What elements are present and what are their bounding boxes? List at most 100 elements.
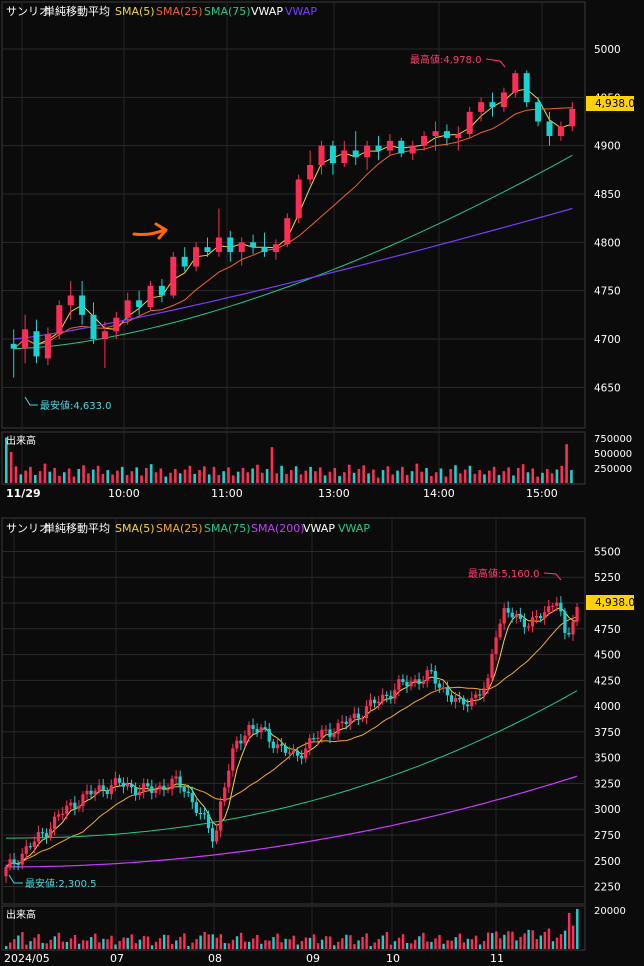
daily-volume-bar — [138, 939, 142, 949]
intraday-volume-bar — [425, 467, 428, 483]
intraday-volume-bar — [483, 474, 486, 483]
intraday-volume-bar — [347, 464, 351, 483]
daily-volume-bar — [219, 934, 223, 949]
daily-volume-tick: 20000 — [594, 906, 626, 917]
daily-volume-bar — [381, 935, 385, 949]
intraday-candle — [557, 126, 564, 136]
intraday-volume-bar — [106, 470, 110, 483]
daily-candle — [247, 725, 251, 736]
daily-volume-bar — [142, 936, 146, 949]
daily-candle — [526, 626, 531, 628]
intraday-volume-bar — [140, 475, 143, 483]
intraday-legend-vwap-white: VWAP — [251, 5, 283, 18]
daily-sma25-line — [5, 616, 578, 868]
intraday-volume-bar — [376, 477, 380, 483]
daily-candle — [514, 614, 518, 618]
daily-candle — [190, 792, 194, 803]
daily-candle — [563, 611, 567, 633]
daily-volume-bar — [446, 940, 449, 949]
daily-candle — [352, 713, 356, 719]
daily-candle — [186, 791, 190, 793]
intraday-candle — [272, 244, 279, 252]
daily-volume-bar — [393, 941, 397, 949]
intraday-volume-bar — [352, 472, 356, 483]
daily-volume-bar — [90, 937, 93, 949]
intraday-volume-tick: 250000 — [594, 464, 632, 475]
daily-volume-bar — [499, 938, 502, 949]
daily-candle — [178, 776, 182, 788]
daily-volume-bar — [276, 933, 279, 949]
intraday-price-tick: 4700 — [594, 334, 621, 346]
intraday-volume-bar — [507, 467, 510, 483]
daily-legend-sma200: SMA(200) — [251, 522, 305, 535]
daily-volume-bar — [49, 939, 52, 949]
intraday-candle — [512, 73, 519, 93]
intraday-volume-bar — [333, 467, 337, 483]
intraday-volume-bar — [188, 465, 192, 483]
daily-candle — [146, 783, 150, 787]
intraday-volume-bar — [328, 471, 332, 483]
daily-candle — [259, 727, 263, 733]
daily-volume-bar — [527, 929, 530, 949]
intraday-low-label: 最安値:4,633.0 — [40, 399, 112, 412]
intraday-price-tick: 4850 — [594, 189, 621, 201]
daily-volume-bar — [462, 942, 466, 949]
daily-candle — [413, 679, 417, 682]
daily-volume-bar — [154, 941, 158, 949]
daily-candle — [296, 750, 300, 756]
intraday-candle — [79, 295, 86, 315]
daily-volume-bar — [21, 932, 24, 949]
daily-candle — [53, 816, 57, 829]
daily-time-ticks: 2024/05 07 08 09 10 11 — [4, 952, 504, 965]
daily-volume-bar — [442, 943, 445, 949]
daily-volume-bar — [17, 935, 20, 949]
daily-low-pointer — [8, 874, 23, 884]
daily-volume-bar — [5, 946, 8, 949]
intraday-candle — [318, 145, 325, 165]
intraday-candle — [398, 140, 405, 154]
daily-volume-bar — [503, 934, 506, 949]
daily-volume-bar — [86, 940, 89, 949]
daily-candle — [202, 813, 207, 815]
daily-volume-bar — [162, 934, 166, 949]
intraday-volume-bar — [87, 473, 90, 483]
daily-candle — [377, 701, 381, 704]
daily-candle — [441, 687, 445, 689]
daily-candle — [134, 787, 138, 796]
intraday-candle — [455, 134, 462, 138]
daily-candle — [105, 790, 109, 795]
daily-volume-bar — [81, 940, 85, 949]
intraday-candle — [546, 121, 553, 136]
daily-volume-bar — [405, 942, 409, 949]
daily-candle — [32, 841, 36, 847]
daily-candle — [401, 679, 405, 682]
intraday-legend: サンリオ 単純移動平均 SMA(5) SMA(25) SMA(75) VWAP … — [6, 4, 317, 18]
daily-volume-bar — [572, 925, 575, 949]
daily-volume-bar — [333, 945, 336, 949]
daily-volume-bar — [280, 942, 283, 949]
daily-volume-bar — [256, 934, 259, 949]
daily-volume-bar — [414, 939, 417, 949]
daily-candle — [162, 785, 166, 790]
intraday-candle — [238, 242, 245, 252]
intraday-volume-bar — [67, 468, 71, 483]
daily-time-tick: 11 — [490, 952, 504, 965]
intraday-volume-bar — [72, 476, 76, 483]
intraday-volume-bar — [53, 467, 56, 483]
intraday-volume-ticks: 250000 500000 750000 — [594, 434, 632, 475]
daily-candle — [530, 617, 535, 627]
daily-volume-bar — [211, 934, 214, 949]
daily-volume-bar — [239, 932, 243, 949]
daily-volume-bar — [110, 935, 113, 949]
intraday-candle — [136, 300, 143, 308]
intraday-price-tick: 4800 — [594, 237, 621, 249]
daily-price-tick: 3000 — [594, 804, 621, 816]
daily-price-tick: 2750 — [594, 830, 621, 842]
daily-volume-bar — [288, 939, 291, 949]
intraday-candle — [375, 145, 382, 151]
daily-candles — [4, 596, 579, 883]
daily-stock-name: サンリオ — [6, 522, 50, 535]
daily-volume-bar — [491, 932, 494, 949]
daily-volume-bar — [430, 941, 433, 949]
intraday-high-label: 最高値:4,978.0 — [410, 53, 482, 66]
